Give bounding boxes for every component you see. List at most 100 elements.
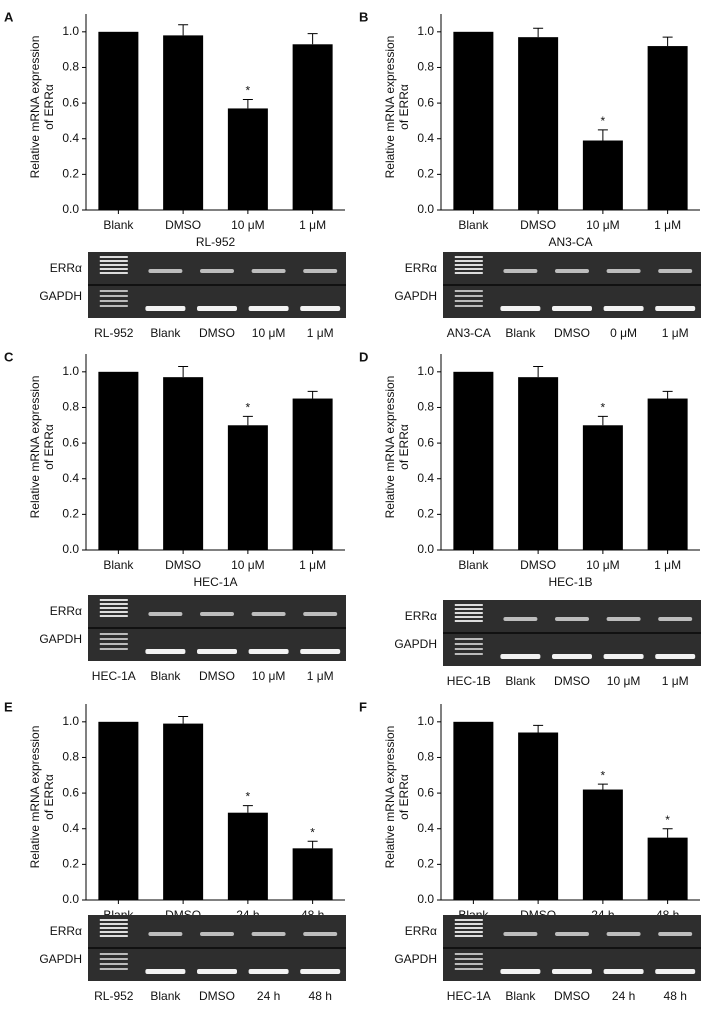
gel-band (606, 269, 641, 273)
error-bar (178, 24, 189, 36)
ladder-band (99, 599, 128, 601)
gel-band (200, 932, 234, 936)
bar (292, 398, 333, 550)
gel-band (251, 269, 286, 273)
gel-band (300, 649, 341, 654)
bar (163, 377, 204, 550)
bar (582, 140, 623, 210)
error-bar (533, 724, 544, 733)
annotation: * (246, 84, 251, 98)
gel-band (200, 269, 234, 273)
gel-band (200, 612, 234, 616)
gel-band (555, 932, 589, 936)
lane-label: DMSO (199, 989, 235, 1003)
y-tick-label: 0.4 (417, 471, 434, 485)
gel-band (552, 306, 592, 311)
ladder-band (99, 927, 128, 929)
annotation: * (601, 401, 606, 415)
gel-band (555, 617, 589, 621)
gel-band (658, 269, 693, 273)
gel-band (248, 649, 289, 654)
y-tick-label: 0.2 (417, 507, 434, 521)
bar (292, 44, 333, 210)
lane-label: Blank (505, 989, 536, 1003)
ladder-band (99, 958, 128, 960)
panel: D Relative mRNA expression of ERRα 0.0 0.2 0.… (359, 349, 701, 688)
lane-label: RL-952 (94, 326, 134, 340)
panel: E Relative mRNA expression of ERRα 0.0 0.2 0.… (4, 699, 346, 1003)
gel-row-label: ERRα (50, 261, 82, 275)
y-tick-label: 0.8 (417, 750, 434, 764)
x-tick-label: 1 μM (299, 558, 326, 572)
y-tick-label: 0.4 (62, 821, 79, 835)
gel-band (303, 932, 338, 936)
error-bar (597, 415, 608, 426)
lane-label: Blank (150, 669, 181, 683)
y-tick-label: 0.8 (417, 60, 434, 74)
bar (453, 31, 494, 211)
y-tick-label: 0.8 (62, 400, 79, 414)
ladder-band (99, 268, 128, 270)
gel-band (503, 932, 538, 936)
lane-label: Blank (150, 326, 181, 340)
gel-band (658, 617, 693, 621)
ladder-band (454, 256, 483, 258)
lane-label: DMSO (554, 989, 590, 1003)
gel-row-label: GAPDH (394, 289, 437, 303)
error-bar (242, 415, 253, 426)
y-tick-label: 0.0 (62, 892, 79, 906)
gel-band (555, 269, 589, 273)
lane-label: HEC-1B (447, 674, 491, 688)
gel-row-label: ERRα (405, 609, 437, 623)
gel-band (500, 969, 541, 974)
x-tick-label: Blank (458, 218, 489, 232)
bar (582, 425, 623, 550)
ladder-band (454, 968, 483, 970)
x-tick-label: DMSO (165, 218, 201, 232)
y-tick-label: 0.0 (62, 542, 79, 556)
panel-label: C (4, 349, 14, 364)
lane-label: HEC-1A (92, 669, 136, 683)
gel-band (148, 612, 183, 616)
y-tick-label: 0.2 (62, 857, 79, 871)
y-axis-label: Relative mRNA expression (383, 376, 397, 519)
x-tick-label: 10 μM (231, 218, 265, 232)
y-axis-label: of ERRα (42, 84, 56, 130)
gel-row-label: ERRα (50, 924, 82, 938)
y-axis-label: Relative mRNA expression (383, 726, 397, 869)
ladder-band (99, 953, 128, 955)
x-tick-label: 1 μM (654, 558, 681, 572)
bar (582, 789, 623, 900)
lane-label: DMSO (554, 326, 590, 340)
y-tick-label: 1.0 (417, 364, 434, 378)
lane-label: Blank (505, 674, 536, 688)
gel-band (145, 649, 186, 654)
error-bar (307, 33, 318, 45)
error-bar (242, 805, 253, 813)
bar (227, 425, 268, 550)
lane-label: 0 μM (610, 326, 637, 340)
panel: C Relative mRNA expression of ERRα 0.0 0.2 0.… (4, 349, 346, 683)
gel-band (251, 612, 286, 616)
gel-row-label: GAPDH (39, 952, 82, 966)
gel-row-label: ERRα (50, 604, 82, 618)
gel-band (145, 306, 186, 311)
ladder-band (454, 927, 483, 929)
gel-band (197, 306, 237, 311)
x-tick-label: DMSO (520, 558, 556, 572)
error-bar (178, 715, 189, 724)
gel-band (148, 932, 183, 936)
ladder-band (99, 256, 128, 258)
x-axis-label: HEC-1A (193, 575, 237, 589)
ladder-band (99, 648, 128, 650)
y-tick-label: 1.0 (417, 714, 434, 728)
ladder-band (454, 620, 483, 622)
panel-label: B (359, 9, 368, 24)
lane-label: 48 h (664, 989, 687, 1003)
ladder-band (99, 295, 128, 297)
error-bar (597, 783, 608, 790)
error-bar (597, 129, 608, 141)
y-tick-label: 1.0 (62, 714, 79, 728)
x-tick-label: 1 μM (299, 218, 326, 232)
x-tick-label: 10 μM (586, 218, 620, 232)
